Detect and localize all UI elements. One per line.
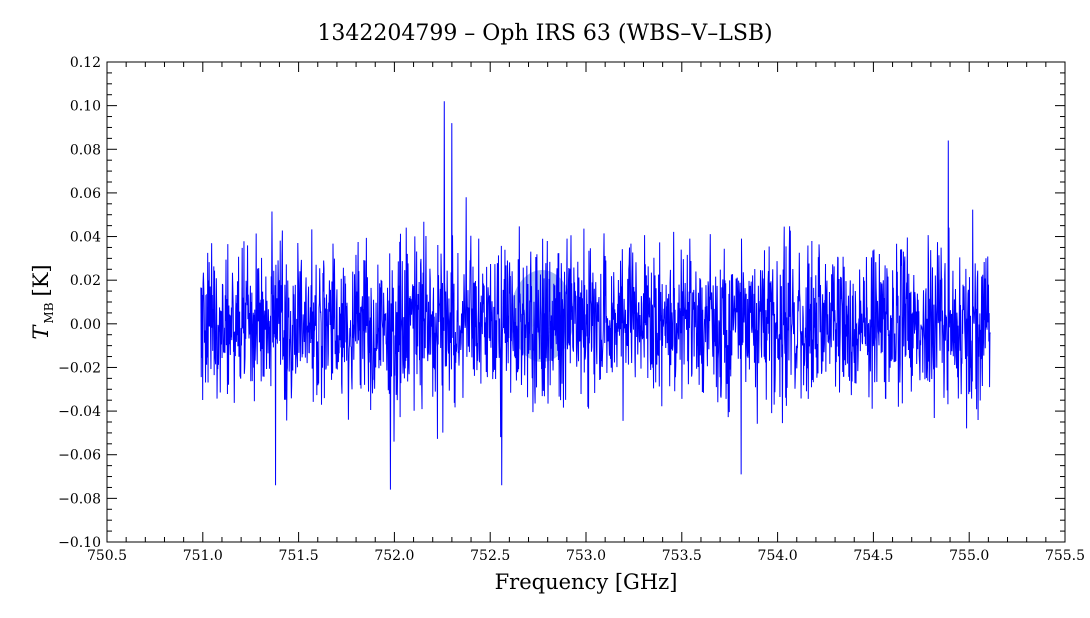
y-axis: −0.10 −0.08 −0.06 −0.04 −0.02 0.00 0.02 0.04 0.0… xyxy=(58,55,1065,551)
y-tick-label: −0.08 xyxy=(58,491,101,507)
x-tick-label: 755.0 xyxy=(949,548,989,564)
y-axis-label-subscript: MB xyxy=(42,302,56,323)
y-tick-label: 0.04 xyxy=(70,230,101,246)
y-tick-label: 0.08 xyxy=(70,142,101,158)
x-tick-label: 754.0 xyxy=(758,548,798,564)
y-axis-label: TMB [K] xyxy=(29,264,56,339)
x-tick-label: 751.5 xyxy=(279,548,319,564)
y-tick-label: −0.02 xyxy=(58,360,101,376)
x-tick-label: 753.5 xyxy=(662,548,702,564)
x-axis-label: Frequency [GHz] xyxy=(495,570,678,594)
y-tick-label: 0.12 xyxy=(70,55,101,71)
x-tick-label: 750.5 xyxy=(87,548,127,564)
x-tick-label: 754.5 xyxy=(853,548,893,564)
x-tick-label: 751.0 xyxy=(183,548,223,564)
x-tick-label: 755.5 xyxy=(1045,548,1085,564)
y-tick-label: 0.10 xyxy=(70,99,101,115)
x-axis: 750.5 751.0 751.5 752.0 752.5 753.0 753.5 754.0… xyxy=(87,62,1085,564)
y-tick-label: −0.04 xyxy=(58,404,101,420)
y-axis-label-unit: [K] xyxy=(29,264,53,296)
y-tick-label: 0.02 xyxy=(70,273,101,289)
x-tick-label: 752.5 xyxy=(470,548,510,564)
x-tick-label: 753.0 xyxy=(566,548,606,564)
y-tick-label: −0.06 xyxy=(58,448,101,464)
y-axis-label-symbol: T xyxy=(29,324,53,340)
spectrum-line xyxy=(200,101,991,490)
x-tick-label: 752.0 xyxy=(374,548,414,564)
plot-area: WISH 750.5 751.0 751.5 752.0 752.5 753.0 753.5… xyxy=(58,55,1085,564)
y-tick-label: 0.00 xyxy=(70,317,101,333)
y-tick-label: −0.10 xyxy=(58,535,101,551)
chart-title: 1342204799 – Oph IRS 63 (WBS–V–LSB) xyxy=(317,21,772,46)
y-tick-label: 0.06 xyxy=(70,186,101,202)
